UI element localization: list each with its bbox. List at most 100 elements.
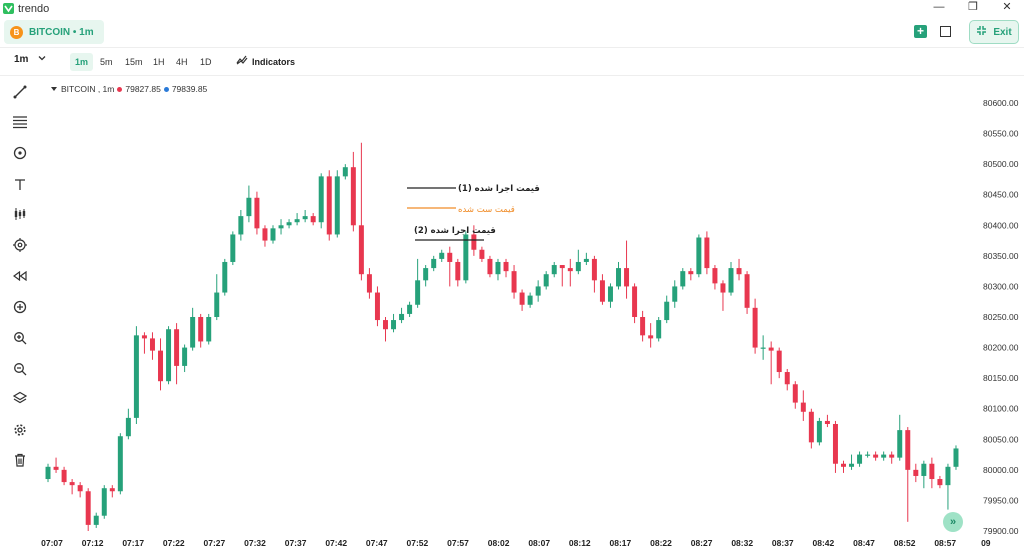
candle[interactable] [455,258,461,287]
candle[interactable] [736,258,742,281]
rewind-icon[interactable] [10,266,30,286]
candle[interactable] [841,460,846,473]
candle[interactable] [913,463,919,483]
candle[interactable] [857,451,863,467]
candle[interactable] [784,368,790,391]
candle[interactable] [198,313,204,348]
candle[interactable] [897,414,903,461]
candle[interactable] [230,231,236,266]
text-tool-icon[interactable] [10,174,30,194]
candle[interactable] [383,317,388,342]
interval-select[interactable]: 1m [14,54,46,65]
candle[interactable] [527,292,533,308]
candle[interactable] [816,417,822,446]
minimize-button[interactable]: — [933,1,945,13]
candle[interactable] [487,255,493,278]
symbol-tab[interactable]: B BITCOIN • 1m [4,20,104,44]
candle[interactable] [109,485,115,498]
candle[interactable] [616,261,621,290]
candle[interactable] [720,280,726,311]
candle[interactable] [640,310,646,342]
candle[interactable] [583,252,589,266]
candle[interactable] [214,274,220,321]
candle[interactable] [222,258,228,296]
timeframe-1h[interactable]: 1H [153,57,165,67]
candle[interactable] [519,289,525,311]
candle[interactable] [399,307,405,324]
candle[interactable] [873,451,879,461]
candle[interactable] [559,265,565,287]
maximize-button[interactable]: ❐ [968,1,978,13]
candle[interactable] [953,445,959,470]
candle[interactable] [696,234,702,278]
candle[interactable] [69,479,75,495]
candle[interactable] [190,307,196,351]
candle[interactable] [479,246,485,262]
add-circle-icon[interactable] [10,297,30,317]
candle[interactable] [511,265,517,299]
candle[interactable] [61,466,67,486]
crosshair-icon[interactable] [10,235,30,255]
candle[interactable] [937,475,943,489]
candle[interactable] [53,457,59,473]
candle[interactable] [117,433,123,495]
candle[interactable] [174,323,180,385]
layers-icon[interactable] [10,388,30,408]
layout-square-button[interactable] [940,26,951,37]
candle[interactable] [599,274,605,305]
candle[interactable] [262,225,268,247]
candle[interactable] [302,210,308,223]
candle[interactable] [342,164,348,180]
candle[interactable] [141,332,147,354]
zoom-in-icon[interactable] [10,328,30,348]
candle[interactable] [366,268,372,299]
candle[interactable] [125,408,131,440]
candle[interactable] [326,170,332,241]
candle[interactable] [350,151,356,232]
candle[interactable] [688,268,694,281]
candle[interactable] [503,258,509,278]
scroll-to-latest-button[interactable]: » [943,512,963,532]
candle[interactable] [158,338,163,391]
candle[interactable] [792,381,798,409]
candle[interactable] [238,210,244,241]
candle[interactable] [423,265,429,287]
candle[interactable] [270,225,276,244]
candle[interactable] [664,295,670,324]
candle[interactable] [182,344,188,373]
candle[interactable] [334,170,340,238]
candle[interactable] [808,408,814,449]
candle[interactable] [495,258,501,281]
candle[interactable] [744,271,750,314]
timeframe-1m[interactable]: 1m [70,53,94,71]
candle[interactable] [824,414,830,428]
candle[interactable] [246,185,252,223]
candle[interactable] [648,323,654,348]
timeframe-15m[interactable]: 15m [125,57,143,67]
candle[interactable] [551,261,557,278]
candle[interactable] [881,451,887,461]
candle[interactable] [865,451,871,458]
candle[interactable] [921,460,927,489]
candles-icon[interactable] [10,204,30,224]
candle[interactable] [607,283,613,308]
candle[interactable] [463,231,469,284]
candle[interactable] [632,283,638,324]
candle[interactable] [318,173,324,229]
candle[interactable] [656,317,662,342]
candle[interactable] [800,390,806,421]
candle[interactable] [575,249,581,275]
candle[interactable] [849,454,855,470]
candle[interactable] [535,280,541,302]
candle[interactable] [760,335,766,360]
trend-line-icon[interactable] [10,82,30,102]
candle[interactable] [358,142,364,281]
indicators-button[interactable]: Indicators [236,53,295,71]
candle[interactable] [254,191,260,235]
candle[interactable] [407,301,413,317]
add-chart-button[interactable]: + [914,25,927,38]
candle[interactable] [776,347,782,379]
candlestick-chart[interactable]: قیمت اجرا شده (1) قیمت ست شده قیمت اجرا … [40,76,1024,548]
target-circle-icon[interactable] [10,143,30,163]
zoom-out-icon[interactable] [10,359,30,379]
